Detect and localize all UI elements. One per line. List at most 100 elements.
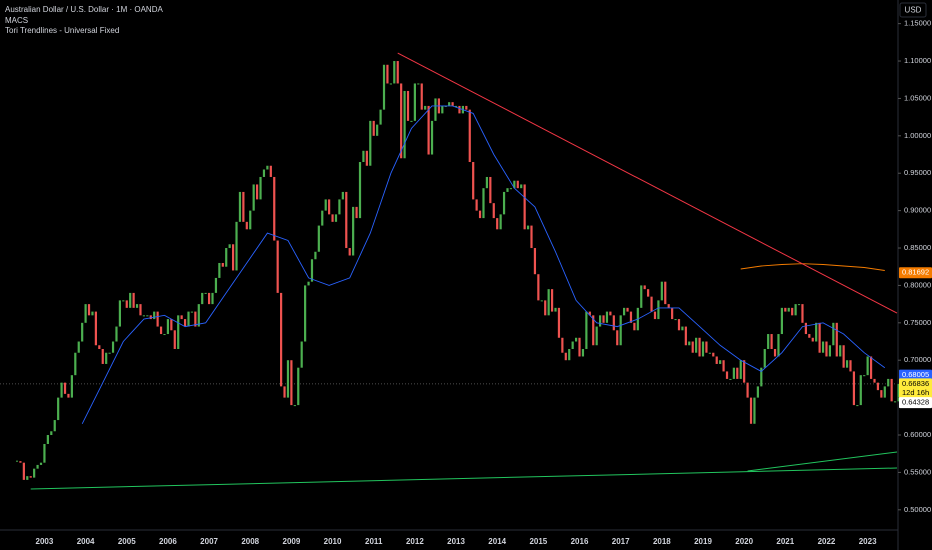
candle [321, 210, 324, 226]
currency-button[interactable] [899, 2, 927, 18]
trendline [397, 52, 898, 314]
candle [98, 345, 101, 349]
price-label [899, 267, 932, 279]
candle [166, 319, 170, 335]
candle [173, 330, 176, 349]
candle [626, 307, 629, 312]
x-tick-label: 2014 [488, 537, 506, 546]
y-tick-label: 0.70000 [904, 355, 931, 364]
candle [252, 184, 255, 211]
candle [743, 360, 746, 383]
candle [132, 292, 135, 308]
candle [540, 300, 543, 302]
candle [777, 334, 780, 357]
candle [660, 281, 663, 301]
candle [70, 375, 73, 398]
candle [499, 214, 502, 230]
candle [564, 352, 567, 361]
candle [16, 460, 18, 462]
candle [43, 443, 46, 463]
candle [732, 367, 735, 379]
candle [736, 367, 739, 379]
y-tick-label: 1.05000 [904, 93, 931, 102]
candle [307, 281, 310, 286]
candle [406, 90, 410, 121]
candle [526, 225, 530, 230]
candle [890, 378, 893, 402]
candle [46, 435, 49, 444]
chart-title: Australian Dollar / U.S. Dollar · 1M · O… [5, 5, 163, 14]
candle [454, 105, 458, 107]
y-tick-label: 0.60000 [904, 430, 931, 439]
candle [746, 382, 749, 398]
candle [345, 191, 348, 249]
candle [262, 169, 266, 177]
candle [194, 311, 197, 327]
candle [156, 311, 159, 327]
candle [739, 360, 742, 379]
candle [674, 319, 677, 321]
x-tick-label: 2006 [159, 537, 177, 546]
candle [719, 360, 722, 364]
price-label-text: 0.66836 [902, 379, 929, 388]
candle [197, 304, 200, 327]
candle [619, 315, 622, 346]
candle [537, 274, 540, 301]
candle [749, 397, 753, 424]
candle [276, 240, 279, 293]
candle [348, 248, 351, 256]
candle [50, 431, 53, 436]
candle [355, 206, 358, 219]
x-tick-label: 2004 [77, 537, 95, 546]
price-label-text: 0.81692 [902, 268, 929, 277]
candle [225, 248, 228, 267]
candle [605, 311, 609, 323]
candle [489, 176, 492, 204]
candle [513, 180, 516, 189]
candle [177, 315, 180, 349]
candle [105, 352, 108, 364]
x-tick-label: 2021 [776, 537, 794, 546]
candle [19, 461, 22, 463]
x-tick-label: 2023 [859, 537, 877, 546]
candle [695, 337, 698, 353]
candle [444, 105, 447, 107]
candle [609, 311, 612, 316]
candle [331, 214, 334, 222]
candle [478, 210, 482, 219]
candle [753, 397, 756, 424]
candle [328, 199, 331, 215]
currency-button-label[interactable]: USD [905, 6, 922, 15]
candle [688, 341, 691, 346]
candle [153, 311, 156, 320]
candle [207, 292, 211, 305]
y-tick-label: 1.15000 [904, 19, 931, 28]
candle [170, 319, 173, 331]
candle [629, 311, 633, 323]
x-tick-label: 2007 [200, 537, 218, 546]
candle [448, 102, 451, 106]
candle [81, 322, 84, 342]
candle [163, 334, 166, 336]
candle [22, 462, 25, 480]
candle [286, 360, 290, 398]
candle [389, 83, 392, 85]
candle [893, 401, 897, 403]
candle [725, 371, 729, 379]
candle [468, 109, 471, 163]
candle [533, 248, 537, 275]
candle [616, 330, 619, 346]
candle [578, 337, 581, 357]
candle [341, 191, 344, 200]
candle [756, 386, 759, 398]
x-tick-label: 2012 [406, 537, 424, 546]
candle [214, 277, 218, 293]
y-tick-label: 1.10000 [904, 56, 931, 65]
candle [36, 464, 39, 469]
candle [91, 311, 94, 316]
candle [201, 292, 204, 305]
candle [842, 345, 845, 368]
candle [832, 322, 835, 346]
candle [475, 199, 478, 211]
candle [372, 120, 375, 136]
